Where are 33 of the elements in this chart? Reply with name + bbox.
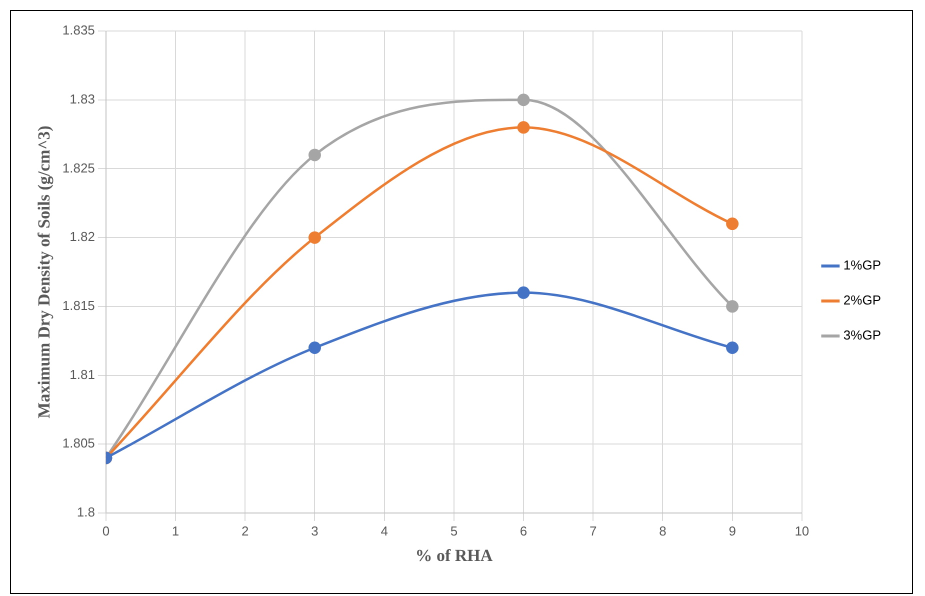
point [517, 121, 530, 134]
x-axis-title: % of RHA [415, 546, 494, 566]
legend-label: 2%GP [843, 292, 882, 308]
point [726, 300, 739, 313]
y-tick-label: 1.815 [62, 298, 95, 314]
y-tick-label: 1.81 [70, 366, 95, 382]
y-tick-label: 1.82 [70, 229, 95, 244]
point [308, 341, 321, 354]
x-tick-label: 7 [590, 523, 597, 538]
point [517, 94, 530, 106]
x-tick-label: 3 [311, 523, 318, 538]
y-tick-label: 1.8 [76, 504, 95, 520]
x-tick-label: 9 [728, 523, 736, 538]
x-tick-label: 8 [659, 523, 666, 538]
y-tick-label: 1.805 [62, 436, 95, 451]
legend-label: 1%GP [843, 258, 882, 273]
point [726, 341, 739, 354]
x-tick-label: 0 [102, 523, 110, 538]
point [308, 231, 321, 244]
x-tick-label: 4 [380, 523, 388, 538]
y-tick-label: 1.835 [62, 22, 95, 38]
y-tick-label: 1.83 [70, 91, 95, 106]
x-tick-label: 10 [794, 523, 810, 538]
x-tick-label: 5 [450, 523, 458, 538]
point [726, 218, 739, 230]
x-tick-label: 6 [520, 523, 528, 538]
point [308, 148, 321, 162]
legend-label: 3%GP [843, 328, 882, 343]
x-tick-label: 1 [172, 523, 180, 538]
y-axis-title: Maximum Dry Density of Soils (g/cm^3) [34, 126, 54, 418]
point [517, 286, 530, 299]
x-tick-label: 2 [242, 523, 249, 538]
y-tick-label: 1.825 [62, 160, 95, 176]
